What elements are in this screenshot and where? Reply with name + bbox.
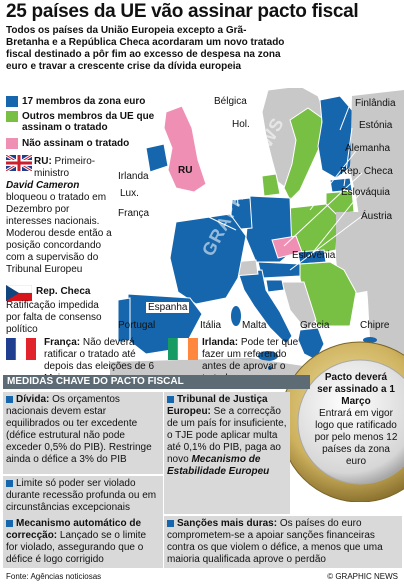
measure-tribunal: Tribunal de Justiça Europeu: Se a correc… [164,392,290,514]
label-austria: Áustria [361,211,393,222]
france-shape [169,213,247,305]
sancoes-body: Os países do euro comprometem-se a apoia… [167,518,383,565]
finland-shape [317,95,357,179]
sicily-shape [258,351,278,361]
uk-note-role: Primeiro-ministro [34,156,96,179]
uk-flag-icon [6,155,32,171]
label-malta: Malta [242,320,267,331]
label-ru: RU [178,165,193,176]
measure-mecanismo: Mecanismo automático de correcção: Lança… [3,516,163,568]
uk-note-name: David Cameron [6,180,80,191]
uk-note-body: bloqueou o tratado em Dezembro por inter… [6,192,112,275]
measure-sancoes: Sanções mais duras: Os países do euro co… [164,516,402,568]
not-signing-swatch [6,138,18,149]
cyprus-shape [363,337,377,343]
label-espanha: Espanha [146,302,190,313]
label-grecia: Grecia [300,320,330,331]
label-estonia: Estónia [359,120,393,131]
bullet-icon [167,519,174,527]
cz-note-body: Ratificação impedida por falta de consen… [6,300,102,335]
page-title: 25 países da UE vão assinar pacto fiscal [6,1,359,22]
label-rep-checa: Rep. Checa [340,166,393,177]
sancoes-head: Sanções mais duras: [177,518,278,529]
africa-shape [110,358,330,375]
label-franca: França [118,208,150,219]
label-hol: Hol. [232,119,250,130]
czech-flag-icon [6,285,32,301]
austria-shape [257,261,301,279]
label-italia: Itália [200,320,222,331]
measures-header: MEDIDAS CHAVE DO PACTO FISCAL [3,375,310,389]
limite-body: Limite só poder ser violado durante rece… [6,478,157,513]
ireland-shape [145,143,169,173]
denmark-shape [261,173,281,197]
label-eslovaquia: Eslováquia [341,187,390,198]
credit-text: © GRAPHIC NEWS [327,572,398,581]
legend-label: Não assinam o tratado [22,138,130,149]
bullet-icon [6,395,13,403]
legend-label: 17 membros da zona euro [22,96,146,107]
uk-shape [163,105,207,193]
label-belgica: Bélgica [214,96,247,107]
bullet-icon [6,479,13,487]
europe-map [110,88,404,375]
intro-text: Todos os países da União Europeia except… [6,25,285,72]
label-finlandia: Finlândia [355,98,396,109]
divida-head: Dívida: [16,394,50,405]
portugal-shape [117,297,131,343]
malta-shape [268,366,272,370]
uk-note-header: RU: Primeiro-ministro [34,156,114,180]
bullet-icon [167,395,174,403]
balkans-shape [281,281,317,331]
coin-note-head: Pacto deverá ser assinado a 1 Março [317,372,395,407]
label-eslovenia: Eslovénia [292,250,336,261]
other-eu-swatch [6,111,18,122]
divida-body: Os orçamentos nacionais devem estar equi… [6,394,152,465]
france-flag-icon [6,338,36,360]
label-chipre: Chipre [360,320,390,331]
cz-note-head: Rep. Checa [36,286,91,297]
measure-limite: Limite só poder ser violado durante rece… [3,476,163,516]
source-text: Fonte: Agências noticiosas [6,572,102,581]
euro-coin-icon [279,341,404,502]
fr-note-head: França: [44,337,81,348]
tribunal-head: Tribunal de Justiça Europeu: [167,394,268,417]
sweden-shape [283,107,323,201]
label-alemanha: Alemanha [345,143,391,154]
legend-not-signing: Não assinam o tratado [6,138,129,149]
eurozone-swatch [6,96,18,107]
label-lux: Lux. [120,188,139,199]
uk-note-head: RU: [34,156,52,167]
tribunal-tail: Mecanismo de Estabilidade Europeu [167,454,270,477]
sardinia-shape [231,306,241,326]
ie-note-head: Irlanda: [202,337,239,348]
italy-shape [237,269,293,345]
label-portugal: Portugal [118,320,156,331]
legend-label: Outros membros da UE que assinam o trata… [22,111,155,133]
measure-divida: Dívida: Os orçamentos nacionais devem es… [3,392,163,474]
tribunal-body: Se a correcção de um país for insuficien… [167,406,287,465]
mecanismo-body: Lançado se o limite for violado, assegur… [6,530,147,565]
estonia-shape [329,177,353,193]
russia-shape [350,90,404,375]
mecanismo-head: Mecanismo automático de correcção: [6,518,142,541]
legend-other-eu: Outros membros da UE que assinam o trata… [6,111,156,133]
slovenia-shape [265,279,285,293]
ireland-flag-icon [168,338,198,360]
label-irlanda: Irlanda [118,171,149,182]
legend-eurozone: 17 membros da zona euro [6,96,145,107]
coin-note-body: Entrará em vigor logo que ratificado por… [314,408,398,467]
bullet-icon [6,519,13,527]
